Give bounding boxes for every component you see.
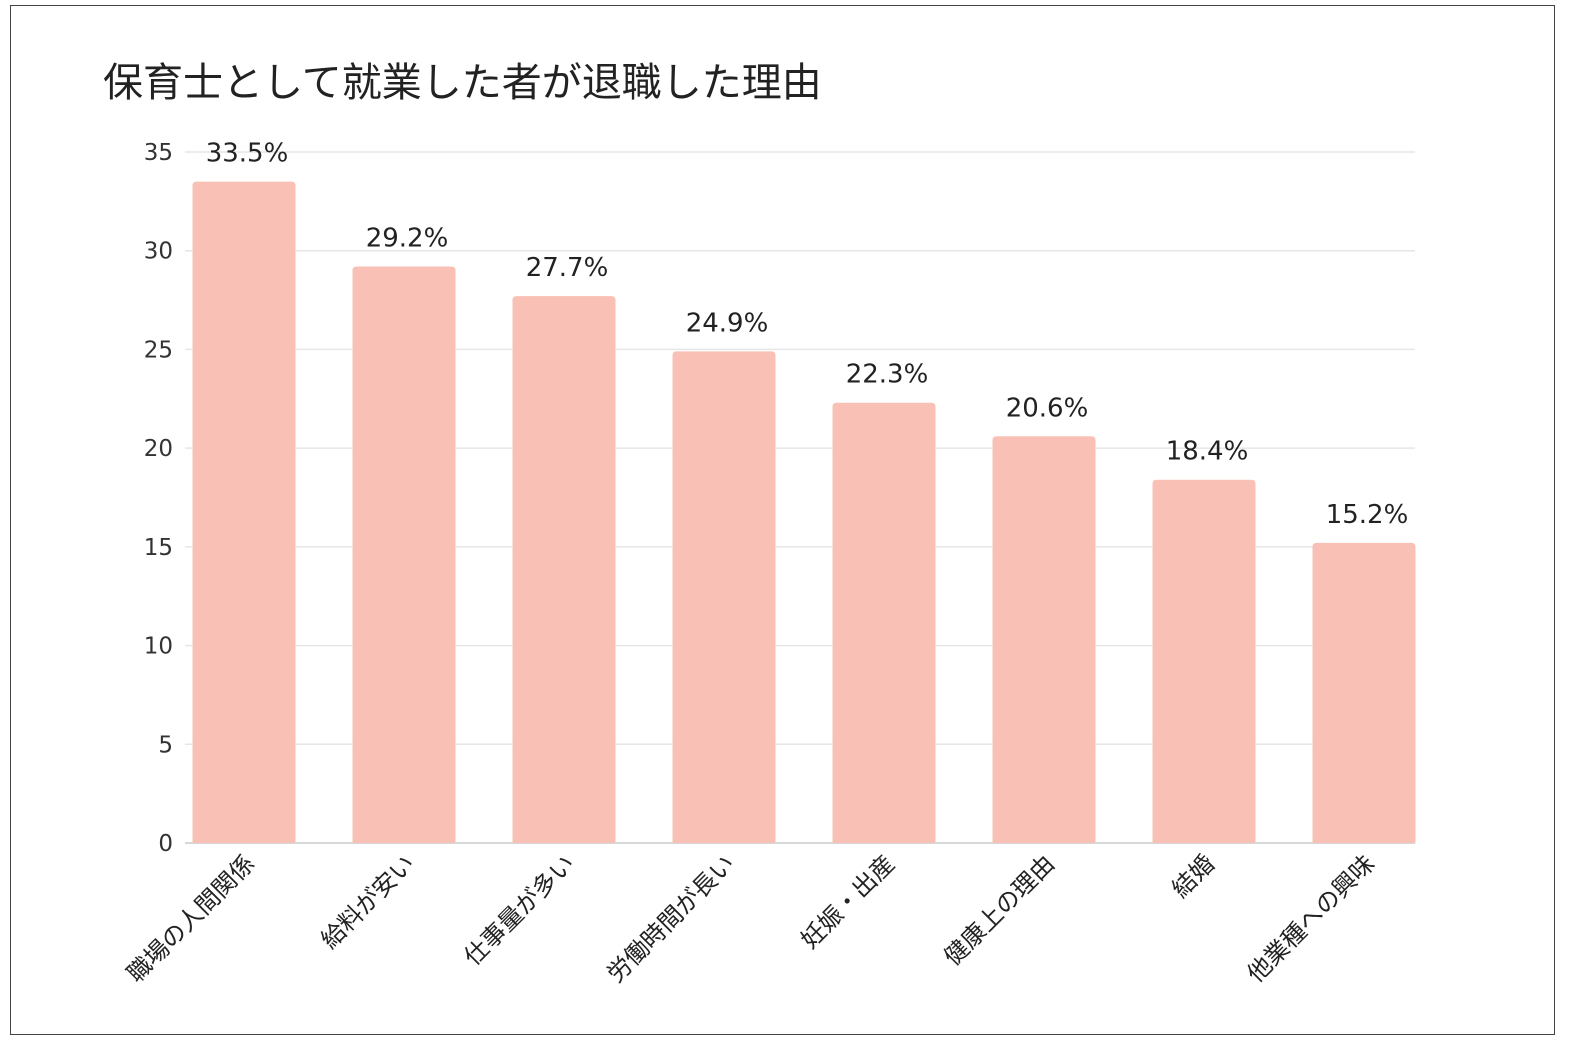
data-label: 29.2% xyxy=(366,224,449,254)
x-tick-label: 給料が安い xyxy=(316,849,421,954)
data-label: 20.6% xyxy=(1006,393,1089,423)
x-tick-label: 仕事量が多い xyxy=(459,849,581,971)
y-tick-label: 0 xyxy=(158,831,173,857)
bar xyxy=(512,296,616,843)
bar xyxy=(992,436,1096,843)
y-tick-label: 25 xyxy=(144,337,173,363)
x-tick-label: 結婚 xyxy=(1167,849,1221,903)
data-label: 24.9% xyxy=(686,308,769,338)
y-tick-label: 20 xyxy=(144,436,173,462)
data-label: 22.3% xyxy=(846,360,929,390)
x-tick-label: 健康上の理由 xyxy=(939,849,1061,971)
bar xyxy=(1312,542,1416,843)
x-tick-label: 他業種への興味 xyxy=(1242,849,1381,988)
bar xyxy=(352,266,456,844)
x-tick-label: 職場の人間関係 xyxy=(122,849,261,988)
data-label: 27.7% xyxy=(526,253,609,283)
x-tick-label: 労働時間が長い xyxy=(602,849,741,988)
data-label: 18.4% xyxy=(1166,437,1249,467)
x-tick-label: 妊娠・出産 xyxy=(796,849,901,954)
bar xyxy=(1152,479,1256,843)
y-tick-label: 10 xyxy=(144,634,173,660)
y-tick-label: 30 xyxy=(144,239,173,265)
y-tick-label: 5 xyxy=(158,732,173,758)
bar xyxy=(832,402,936,843)
bar xyxy=(672,351,776,843)
chart-title: 保育士として就業した者が退職した理由 xyxy=(103,60,822,106)
data-label: 15.2% xyxy=(1326,500,1409,530)
chart-frame xyxy=(10,5,1555,1035)
data-label: 33.5% xyxy=(206,139,289,169)
y-tick-label: 15 xyxy=(144,535,173,561)
bar xyxy=(192,181,296,844)
y-tick-label: 35 xyxy=(144,140,173,166)
